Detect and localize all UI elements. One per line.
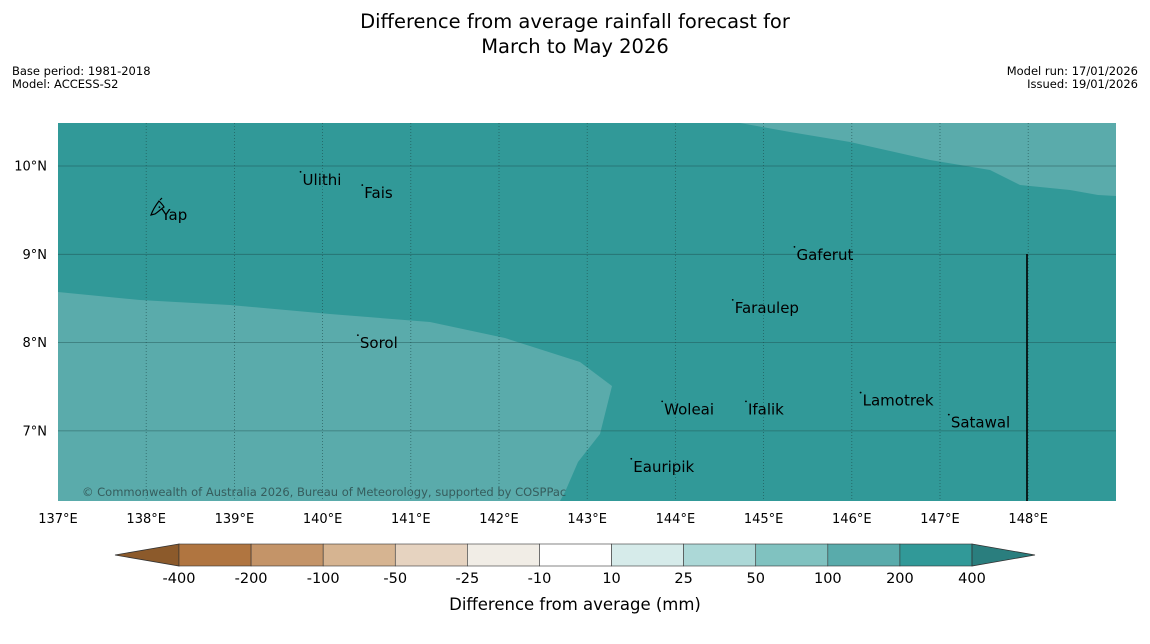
colorbar-extend-low xyxy=(114,543,180,567)
colorbar-bin xyxy=(467,543,540,567)
colorbar-bin xyxy=(755,543,829,567)
place-marker xyxy=(356,334,359,337)
colorbar-tick-label: 200 xyxy=(886,571,914,587)
colorbar-label: Difference from average (mm) xyxy=(449,595,701,614)
colorbar-tick-label: -400 xyxy=(163,571,196,587)
colorbar-bin xyxy=(899,543,973,567)
colorbar-tick-label: -200 xyxy=(235,571,268,587)
place-label-ifalik: Ifalik xyxy=(748,400,784,418)
place-marker xyxy=(630,457,633,460)
lon-tick-label: 141°E xyxy=(391,512,431,527)
title-line-2: March to May 2026 xyxy=(481,35,669,58)
lon-tick-label: 146°E xyxy=(832,512,872,527)
lon-tick-label: 144°E xyxy=(656,512,696,527)
place-marker xyxy=(158,206,161,209)
colorbar-bin xyxy=(539,543,612,567)
lon-tick-label: 148°E xyxy=(1008,512,1048,527)
issued-text: Issued: 19/01/2026 xyxy=(1027,77,1138,91)
place-marker xyxy=(361,184,364,186)
colorbar-tick-label: 10 xyxy=(602,571,620,587)
drier-region-southwest xyxy=(58,292,612,501)
place-marker xyxy=(661,400,664,403)
colorbar-bin xyxy=(394,543,468,567)
base-period-text: Base period: 1981-2018 xyxy=(12,64,151,78)
colorbar-bin xyxy=(827,543,901,567)
place-label-satawal: Satawal xyxy=(951,414,1010,432)
place-marker xyxy=(731,298,734,301)
place-marker xyxy=(299,170,302,173)
title-line-1: Difference from average rainfall forecas… xyxy=(360,10,790,33)
lon-tick-label: 139°E xyxy=(215,512,255,527)
colorbar-extend-high xyxy=(971,543,1036,567)
model-run-text: Model run: 17/01/2026 xyxy=(1006,64,1138,78)
lon-tick-label: 143°E xyxy=(567,512,607,527)
map-area: Yap Ulithi Fais Gaferut Faraulep Sorol Lamotre… xyxy=(58,123,1116,501)
place-label-sorol: Sorol xyxy=(360,334,398,352)
place-marker xyxy=(793,245,796,248)
yap-island-outline xyxy=(150,197,165,216)
colorbar-tick-label: 50 xyxy=(747,571,765,587)
latitude-tick-labels: 10°N 9°N 8°N 7°N xyxy=(14,160,47,440)
longitude-tick-labels: 137°E 138°E 139°E 140°E 141°E 142°E 143°E 144°E… xyxy=(38,512,1048,527)
colorbar-tick-label: -25 xyxy=(456,571,480,587)
lon-tick-label: 138°E xyxy=(126,512,166,527)
colorbar-tick-label: 100 xyxy=(814,571,842,587)
place-label-faraulep: Faraulep xyxy=(735,299,799,317)
metadata-left: Base period: 1981-2018 Model: ACCESS-S2 xyxy=(12,65,151,91)
place-label-woleai: Woleai xyxy=(664,400,714,418)
colorbar-bin xyxy=(250,543,324,567)
lon-tick-label: 145°E xyxy=(744,512,784,527)
colorbar-tick-label: -50 xyxy=(383,571,407,587)
drier-region-northeast xyxy=(740,123,1116,196)
map-title: Difference from average rainfall forecas… xyxy=(0,9,1150,59)
place-marker xyxy=(745,400,747,403)
lon-tick-label: 140°E xyxy=(303,512,343,527)
place-label-lamotrek: Lamotrek xyxy=(863,392,934,410)
colorbar-tick-label: 400 xyxy=(958,571,986,587)
colorbar-bin xyxy=(322,543,396,567)
model-text: Model: ACCESS-S2 xyxy=(12,77,119,91)
colorbar-bin xyxy=(683,543,757,567)
place-marker xyxy=(947,413,950,416)
colorbar-tick-label: -100 xyxy=(307,571,340,587)
metadata-right: Model run: 17/01/2026 Issued: 19/01/2026 xyxy=(1007,65,1138,91)
colorbar-bin xyxy=(178,543,252,567)
place-label-eauripik: Eauripik xyxy=(633,458,694,476)
place-labels: Yap Ulithi Fais Gaferut Faraulep Sorol Lamotre… xyxy=(158,170,1010,476)
place-label-fais: Fais xyxy=(364,184,393,202)
place-label-ulithi: Ulithi xyxy=(303,171,342,189)
lat-tick-label: 10°N xyxy=(14,160,47,175)
colorbar-bin xyxy=(611,543,684,567)
colorbar: -400 -200 -100 -50 -25 -10 10 25 50 100 200 400 xyxy=(114,543,1036,587)
lat-tick-label: 8°N xyxy=(23,336,48,351)
place-label-gaferut: Gaferut xyxy=(796,246,853,264)
graticule xyxy=(58,123,1116,501)
place-label-yap: Yap xyxy=(160,206,187,224)
lat-tick-label: 9°N xyxy=(23,248,48,263)
lon-tick-label: 137°E xyxy=(38,512,78,527)
colorbar-tick-label: 25 xyxy=(674,571,692,587)
lon-tick-label: 147°E xyxy=(920,512,960,527)
place-marker xyxy=(859,391,862,394)
colorbar-tick-label: -10 xyxy=(528,571,552,587)
lon-tick-label: 142°E xyxy=(479,512,519,527)
copyright-text: © Commonwealth of Australia 2026, Bureau… xyxy=(82,485,566,499)
lat-tick-label: 7°N xyxy=(23,424,48,439)
